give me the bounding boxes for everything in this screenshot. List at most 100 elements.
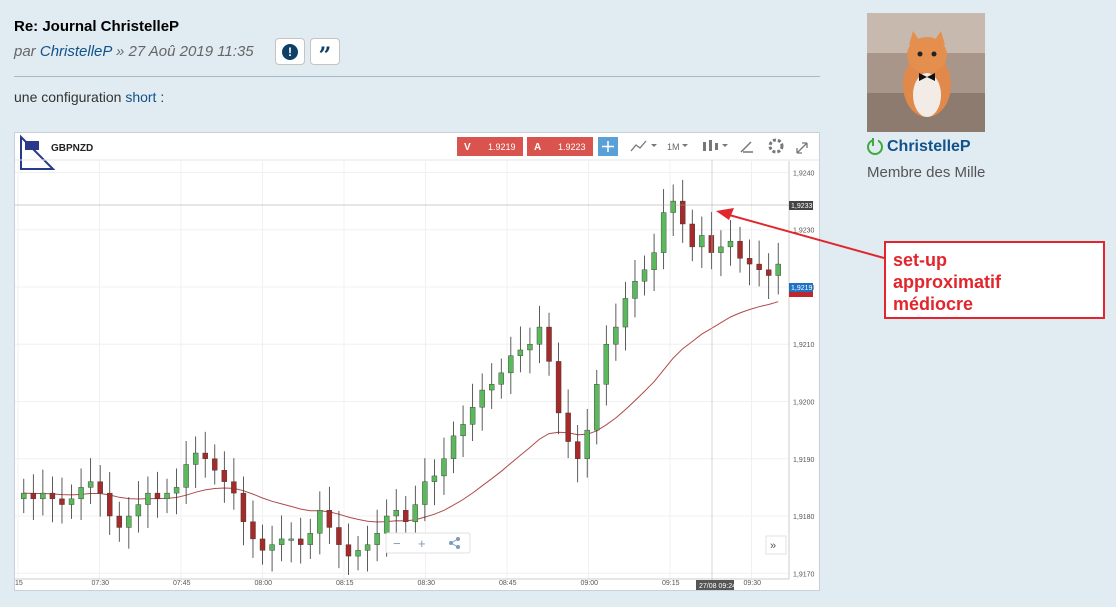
buy-label: A — [534, 142, 541, 153]
candle-body — [756, 263, 762, 270]
power-icon — [867, 139, 883, 155]
candle-body — [775, 263, 781, 276]
buy-button[interactable] — [527, 137, 593, 156]
indicator-icon[interactable] — [630, 140, 647, 152]
x-tick-label: 09:00 — [581, 580, 599, 587]
annotation-line3: médiocre — [893, 294, 974, 314]
candle-body — [441, 458, 447, 477]
candlestick-chart: GBPNZD V 1.9219 A 1.9223 1M — [15, 134, 819, 590]
candle-body — [632, 281, 638, 299]
candle-body — [145, 492, 151, 505]
sell-label: V — [464, 142, 471, 153]
sell-button[interactable] — [457, 137, 523, 156]
candle-body — [212, 458, 218, 471]
profile-username-text[interactable]: ChristelleP — [887, 138, 971, 155]
candle-body — [718, 246, 724, 253]
x-tick-label: 07:30 — [92, 580, 110, 587]
candle-body — [68, 498, 75, 505]
quote-icon: ” — [318, 42, 332, 69]
x-tick-label: 15 — [15, 580, 23, 587]
annotation-line2: approximatif — [893, 272, 1002, 292]
post-title[interactable]: Re: Journal ChristelleP — [14, 18, 180, 35]
candle-body — [670, 200, 676, 213]
candle-body — [689, 223, 695, 248]
candle-body — [307, 532, 313, 545]
zoom-in-button[interactable]: + — [418, 536, 426, 551]
candle-body — [546, 326, 552, 362]
candle-body — [49, 492, 56, 500]
current-price-marker — [789, 283, 813, 292]
crosshair-time-label: 27/08 09:24 — [699, 583, 736, 590]
expand-icon[interactable] — [796, 142, 808, 154]
candle-body — [202, 452, 208, 459]
profile-username[interactable]: ChristelleP — [867, 138, 971, 156]
candle-body — [489, 384, 495, 391]
post-content: une configuration short : — [14, 89, 164, 105]
symbol-label[interactable]: GBPNZD — [51, 143, 93, 154]
candle-body — [173, 487, 180, 494]
candle-body — [383, 515, 390, 534]
x-tick-label: 07:45 — [173, 580, 191, 587]
content-link-short[interactable]: short — [125, 89, 157, 105]
user-profile: ChristelleP Membre des Mille — [860, 6, 1102, 198]
chart-toolbar: GBPNZD V 1.9219 A 1.9223 1M — [15, 134, 819, 170]
gear-icon[interactable] — [768, 138, 784, 154]
candle-body — [680, 200, 686, 225]
y-tick-label: 1,9230 — [793, 228, 815, 235]
x-tick-label: 09:30 — [744, 580, 762, 587]
buy-price: 1.9223 — [558, 142, 586, 152]
candle-body — [336, 527, 342, 545]
candle-body — [641, 269, 648, 282]
candle-body — [508, 355, 514, 374]
x-tick-label: 08:30 — [418, 580, 436, 587]
y-tick-label: 1,9180 — [793, 514, 815, 521]
candle-body — [288, 538, 294, 541]
price-markers: 1,9233 1,9219 27/08 09:24 — [696, 201, 813, 590]
candle-body — [78, 487, 84, 500]
candle-body — [479, 389, 485, 408]
candle-body — [317, 510, 323, 534]
candle-body — [737, 240, 743, 259]
chart-type-icon[interactable] — [703, 140, 718, 151]
post-date: » 27 Aoû 2019 11:35 — [116, 43, 254, 60]
candle-body — [278, 538, 285, 545]
candle-body — [345, 544, 352, 557]
candle-body — [135, 504, 142, 517]
y-tick-label: 1,9210 — [793, 342, 815, 349]
candle-body — [107, 492, 113, 517]
candle-body — [126, 515, 132, 528]
annotation-line1: set-up — [893, 250, 947, 270]
candle-body — [393, 510, 399, 517]
scroll-right-button[interactable]: » — [770, 540, 776, 552]
quote-button[interactable]: ” — [310, 38, 340, 69]
report-button[interactable]: ! — [275, 38, 305, 65]
candle-body — [584, 429, 590, 459]
candle-body — [727, 240, 734, 248]
candle-body — [164, 492, 170, 500]
candle-body — [403, 510, 409, 522]
y-tick-label: 1,9240 — [793, 170, 815, 177]
candle-body — [450, 435, 457, 459]
logo-triangle-icon — [20, 134, 56, 170]
candle-body — [469, 407, 476, 425]
timeframe-selector[interactable]: 1M — [667, 142, 680, 152]
ask-marker — [789, 292, 813, 297]
share-icon[interactable] — [449, 537, 460, 549]
candle-body — [431, 475, 438, 482]
avatar[interactable] — [867, 13, 985, 132]
zoom-out-button[interactable]: − — [393, 536, 401, 551]
candle-body — [21, 492, 27, 500]
sell-price: 1.9219 — [488, 142, 516, 152]
x-tick-label: 08:00 — [255, 580, 273, 587]
annotation-box: set-up approximatif médiocre — [884, 241, 1105, 319]
candle-body — [97, 481, 103, 494]
post-author-link[interactable]: ChristelleP — [39, 43, 112, 60]
exclamation-icon: ! — [282, 43, 298, 60]
candle-body — [565, 412, 571, 442]
candle-body — [651, 252, 657, 270]
draw-tool-icon[interactable] — [740, 141, 753, 153]
post-separator — [14, 76, 820, 77]
candle-body — [192, 452, 199, 465]
candle-body — [660, 212, 667, 253]
